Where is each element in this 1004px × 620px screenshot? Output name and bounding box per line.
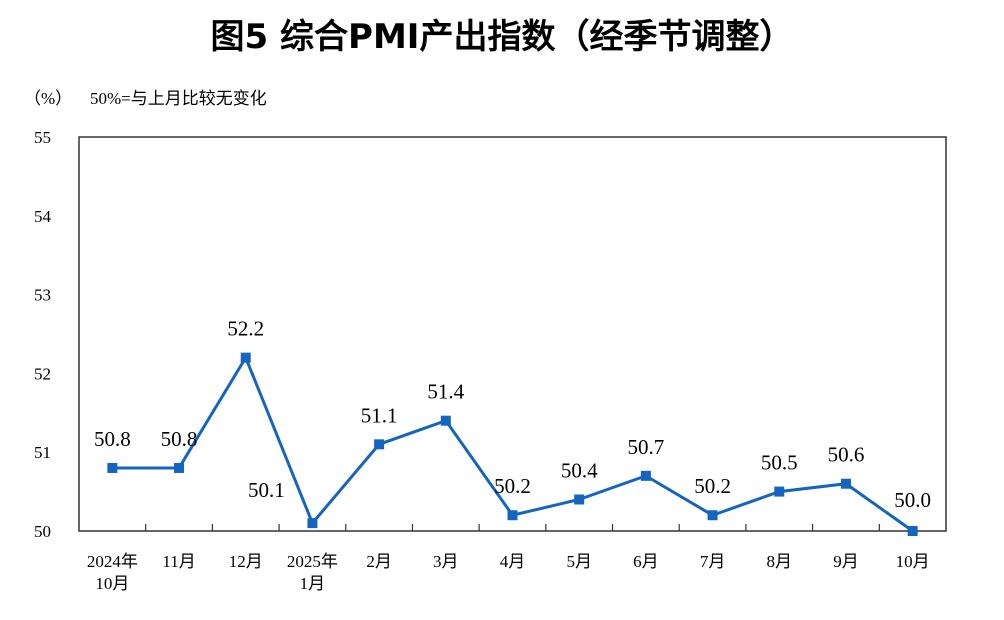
y-tick-label: 53 (34, 286, 51, 305)
data-point (107, 462, 118, 473)
chart-note: 50%=与上月比较无变化 (90, 89, 267, 108)
x-tick-label: 10月 (95, 574, 129, 593)
data-point (907, 526, 918, 536)
data-point (507, 510, 518, 521)
x-tick-label: 1月 (300, 574, 326, 593)
y-tick-label: 55 (34, 128, 51, 147)
data-point (707, 510, 718, 521)
chart-title: 图5 综合PMI产出指数（经季节调整） (211, 17, 794, 57)
y-tick-label: 51 (34, 443, 51, 462)
y-tick-label: 50 (34, 522, 51, 541)
data-label: 50.5 (761, 451, 798, 475)
data-label: 50.6 (828, 443, 865, 467)
data-point (774, 486, 785, 497)
x-tick-label: 7月 (700, 552, 726, 571)
data-label: 50.4 (561, 458, 598, 482)
x-tick-label: 2024年 (87, 552, 138, 571)
x-tick-label: 2025年 (287, 552, 338, 571)
y-tick-label: 52 (34, 364, 51, 383)
unit-label: （%） (24, 89, 72, 108)
data-point (640, 470, 651, 481)
data-point (574, 494, 585, 505)
data-point (174, 462, 185, 473)
data-label: 50.0 (894, 488, 931, 512)
data-point (240, 352, 251, 363)
data-point (840, 478, 851, 489)
x-tick-label: 11月 (162, 552, 195, 571)
data-label: 51.4 (427, 380, 464, 404)
data-label: 51.1 (361, 403, 398, 427)
x-tick-label: 12月 (229, 552, 263, 571)
data-label: 50.2 (694, 474, 731, 498)
y-tick-label: 54 (34, 207, 52, 226)
series-line (112, 354, 914, 533)
data-label: 50.8 (161, 427, 198, 451)
data-label: 50.2 (494, 474, 531, 498)
data-label: 50.7 (628, 435, 665, 459)
plot-frame (78, 136, 947, 532)
x-tick-label: 3月 (433, 552, 459, 571)
data-point (374, 439, 385, 450)
x-tick-label: 4月 (500, 552, 526, 571)
x-tick-label: 10月 (896, 552, 930, 571)
data-point (440, 415, 451, 426)
data-label: 50.1 (248, 478, 285, 502)
data-point (307, 518, 318, 529)
x-tick-label: 2月 (366, 552, 392, 571)
data-label: 52.2 (227, 317, 264, 341)
x-tick-label: 9月 (833, 552, 859, 571)
data-label: 50.8 (94, 427, 131, 451)
x-tick-label: 5月 (566, 552, 592, 571)
x-tick-label: 8月 (767, 552, 793, 571)
x-tick-label: 6月 (633, 552, 659, 571)
